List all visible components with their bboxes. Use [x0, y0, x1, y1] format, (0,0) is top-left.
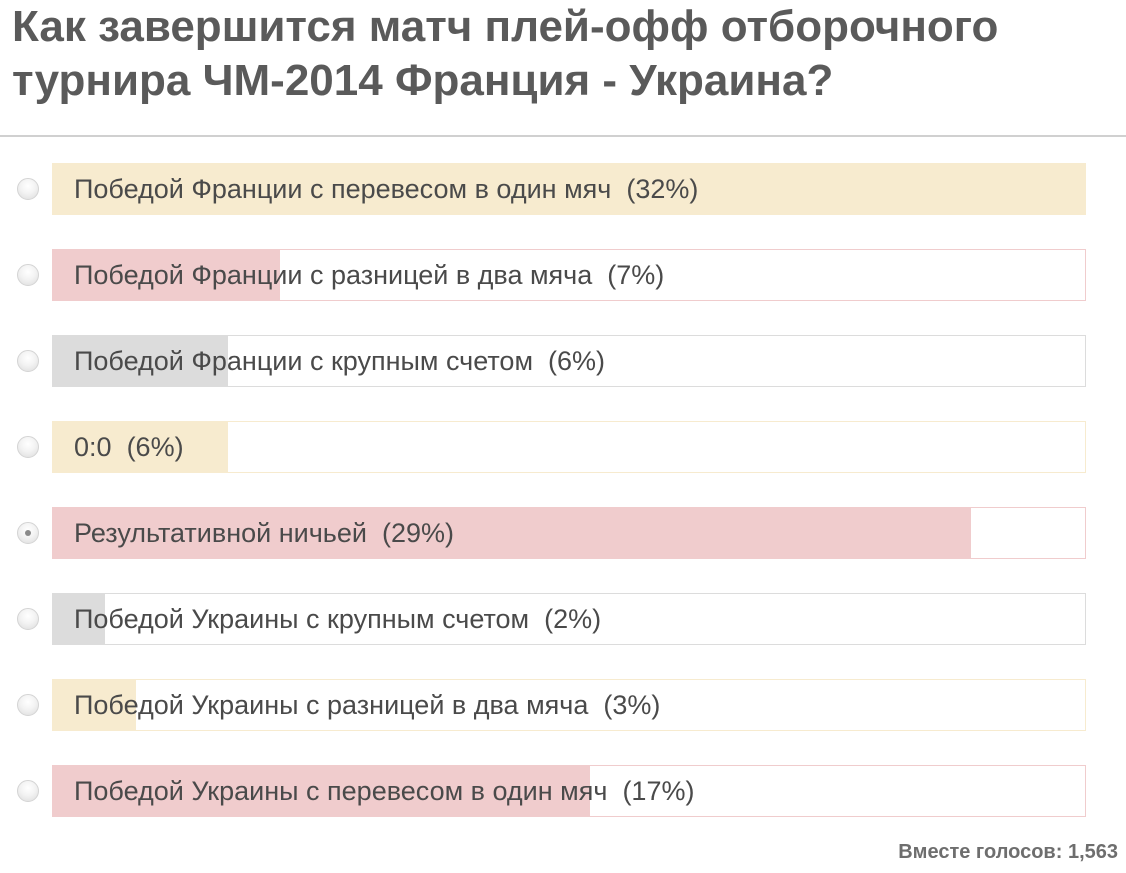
radio-button[interactable] [17, 522, 39, 544]
option-label: Победой Франции с перевесом в один мяч (… [74, 164, 698, 214]
option-text: Победой Франции с разницей в два мяча [74, 260, 593, 290]
result-bar-fill [53, 164, 1085, 214]
option-label: Результативной ничьей (29%) [74, 508, 454, 558]
result-bar-fill [53, 594, 105, 644]
option-label: 0:0 (6%) [74, 422, 184, 472]
result-bar-fill [53, 508, 972, 558]
option-text: Результативной ничьей [74, 518, 367, 548]
option-text: Победой Франции с перевесом в один мяч [74, 174, 612, 204]
radio-button[interactable] [17, 350, 39, 372]
radio-button[interactable] [17, 780, 39, 802]
radio-button[interactable] [17, 436, 39, 458]
result-bar-fill [53, 680, 136, 730]
result-bar: Победой Украины с перевесом в один мяч (… [52, 765, 1086, 817]
option-percent: (3%) [603, 690, 661, 720]
option-percent: (32%) [626, 174, 699, 204]
radio-button[interactable] [17, 608, 39, 630]
radio-button[interactable] [17, 694, 39, 716]
radio-dot-icon [25, 530, 31, 536]
option-text: Победой Украины с крупным счетом [74, 604, 530, 634]
result-bar: Победой Украины с крупным счетом (2%) [52, 593, 1086, 645]
result-bar: Победой Франции с крупным счетом (6%) [52, 335, 1086, 387]
option-percent: (6%) [548, 346, 606, 376]
result-bar: Победой Франции с перевесом в один мяч (… [52, 163, 1086, 215]
total-votes: Вместе голосов: 1,563 [898, 841, 1118, 863]
option-percent: (2%) [544, 604, 602, 634]
option-label: Победой Франции с разницей в два мяча (7… [74, 250, 664, 300]
option-label: Победой Украины с крупным счетом (2%) [74, 594, 601, 644]
radio-button[interactable] [17, 178, 39, 200]
poll-question: Как завершится матч плей-офф отборочного… [12, 2, 999, 105]
result-bar: Результативной ничьей (29%) [52, 507, 1086, 559]
poll-option[interactable]: Победой Украины с перевесом в один мяч (… [0, 765, 1126, 817]
result-bar-fill [53, 250, 281, 300]
poll-option[interactable]: Победой Франции с разницей в два мяча (7… [0, 249, 1126, 301]
result-bar-fill [53, 422, 229, 472]
option-label: Победой Франции с крупным счетом (6%) [74, 336, 605, 386]
option-percent: (17%) [622, 776, 695, 806]
poll-option[interactable]: Победой Франции с крупным счетом (6%) [0, 335, 1126, 387]
option-text: Победой Украины с разницей в два мяча [74, 690, 589, 720]
poll-option[interactable]: Результативной ничьей (29%) [0, 507, 1126, 559]
result-bar: Победой Украины с разницей в два мяча (3… [52, 679, 1086, 731]
poll-option[interactable]: Победой Франции с перевесом в один мяч (… [0, 163, 1126, 215]
radio-button[interactable] [17, 264, 39, 286]
poll-option[interactable]: Победой Украины с крупным счетом (2%) [0, 593, 1126, 645]
option-text: Победой Украины с перевесом в один мяч [74, 776, 608, 806]
result-bar-fill [53, 766, 590, 816]
result-bar: Победой Франции с разницей в два мяча (7… [52, 249, 1086, 301]
option-text: Победой Франции с крупным счетом [74, 346, 534, 376]
result-bar: 0:0 (6%) [52, 421, 1086, 473]
option-percent: (7%) [607, 260, 665, 290]
option-label: Победой Украины с перевесом в один мяч (… [74, 766, 694, 816]
poll-header: Как завершится матч плей-офф отборочного… [0, 0, 1126, 137]
option-percent: (29%) [381, 518, 454, 548]
option-text: 0:0 [74, 432, 112, 462]
result-bar-fill [53, 336, 229, 386]
option-label: Победой Украины с разницей в два мяча (3… [74, 680, 660, 730]
poll-option[interactable]: Победой Украины с разницей в два мяча (3… [0, 679, 1126, 731]
poll-option[interactable]: 0:0 (6%) [0, 421, 1126, 473]
option-percent: (6%) [126, 432, 184, 462]
